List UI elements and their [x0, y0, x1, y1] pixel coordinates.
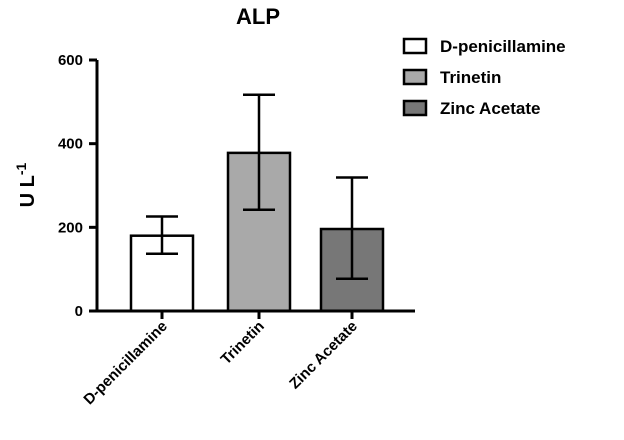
- legend-swatch: [402, 37, 428, 55]
- legend-swatch: [402, 99, 428, 117]
- legend-swatch: [402, 68, 428, 86]
- chart-title: ALP: [236, 4, 280, 29]
- y-tick-label: 0: [75, 303, 83, 320]
- svg-text:U L-1: U L-1: [13, 162, 39, 207]
- y-axis-label-text: U L: [17, 175, 39, 207]
- error-bars: [146, 93, 368, 319]
- x-category-label: D-penicillamine: [80, 318, 170, 408]
- y-axis-label-superscript: -1: [13, 162, 29, 175]
- x-category-label: Trinetin: [218, 318, 268, 368]
- legend-label: Trinetin: [440, 68, 501, 87]
- x-axis-categories: D-penicillamine Trinetin Zinc Acetate: [80, 318, 360, 408]
- y-tick-label: 400: [58, 136, 83, 153]
- y-axis-label: U L-1: [13, 162, 39, 207]
- y-axis-ticks: 0 200 400 600: [58, 52, 97, 320]
- y-tick-label: 200: [58, 219, 83, 236]
- y-tick-label: 600: [58, 52, 83, 69]
- legend-label: D-penicillamine: [440, 37, 566, 56]
- legend-label: Zinc Acetate: [440, 99, 540, 118]
- legend: D-penicillamine Trinetin Zinc Acetate: [402, 37, 566, 118]
- x-category-label: Zinc Acetate: [286, 318, 361, 393]
